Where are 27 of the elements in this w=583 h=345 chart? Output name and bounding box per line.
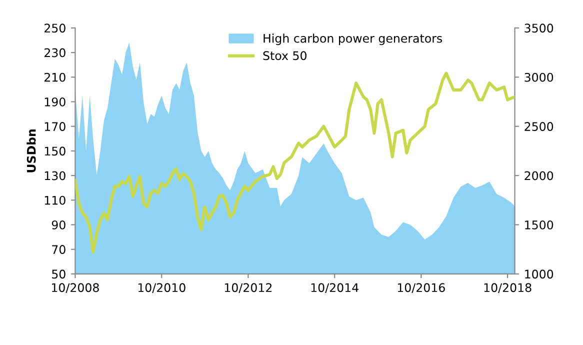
x-tick-label: 10/2018 <box>484 283 532 294</box>
y-tick-label: 110 <box>44 196 66 205</box>
y-tick-label: 230 <box>44 48 66 58</box>
x-tick-label: 10/2014 <box>311 283 358 294</box>
y2-tick-label: 1000 <box>525 270 554 279</box>
x-tick-label: 10/2016 <box>398 283 445 294</box>
y2-tick-label: 3500 <box>524 24 554 33</box>
legend-label: High carbon power generators <box>264 34 442 46</box>
line-series <box>75 72 515 254</box>
y-tick-label: 210 <box>44 72 66 82</box>
y-tick-label: 130 <box>44 171 66 180</box>
x-tick-label: 10/2010 <box>138 283 186 294</box>
y-tick-label: 50 <box>52 270 66 279</box>
y-tick-label: 150 <box>44 146 66 156</box>
y-axis-title: USDbn <box>26 129 36 172</box>
y2-tick-label: 3000 <box>524 72 554 82</box>
y-tick-label: 90 <box>52 220 66 230</box>
y-tick-label: 70 <box>52 245 66 254</box>
legend-label: Stox 50 <box>263 51 306 60</box>
y-tick-label: 250 <box>44 24 66 33</box>
y2-tick-label: 2500 <box>524 122 554 131</box>
y-tick-label: 170 <box>44 122 66 131</box>
y2-tick-label: 2000 <box>524 171 554 180</box>
x-tick-label: 10/2012 <box>224 283 272 294</box>
y-tick-label: 190 <box>44 97 66 106</box>
y2-tick-label: 1500 <box>525 220 554 230</box>
x-tick-label: 10/2008 <box>52 283 99 294</box>
